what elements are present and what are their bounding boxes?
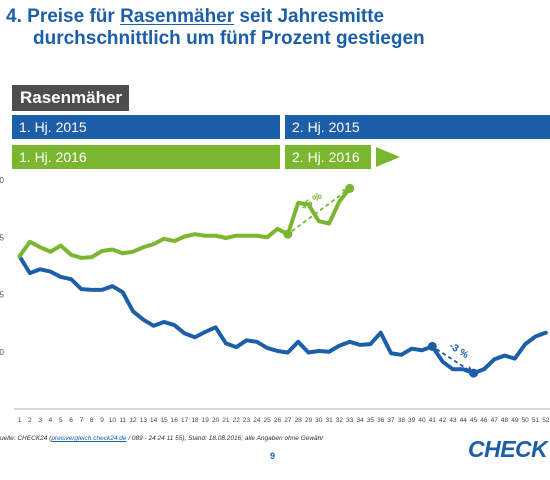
- x-tick-label: 10: [109, 417, 117, 424]
- x-tick-label: 15: [160, 417, 168, 424]
- title-pre: Preise für: [27, 6, 115, 27]
- period-bar-h2-2016: 2. Hj. 2016: [285, 145, 371, 169]
- x-tick-label: 41: [429, 417, 437, 424]
- title-post: seit Jahresmitte: [239, 6, 385, 27]
- x-tick-label: 1: [18, 417, 22, 424]
- x-tick-label: 50: [522, 417, 530, 424]
- title-highlight: Rasenmäher: [120, 6, 235, 27]
- x-tick-label: 21: [222, 417, 230, 424]
- x-tick-label: 13: [140, 417, 148, 424]
- page-number: 9: [270, 451, 276, 461]
- x-tick-label: 11: [119, 417, 126, 424]
- source-pre: uelle: CHECK24 (: [0, 435, 52, 442]
- check24-logo: CHECK: [468, 436, 548, 462]
- x-tick-label: 52: [542, 417, 550, 424]
- x-tick-label: 38: [398, 417, 406, 424]
- x-tick-label: 22: [233, 417, 241, 424]
- x-tick-label: 18: [191, 417, 199, 424]
- x-tick-label: 14: [150, 417, 158, 424]
- period-bar-h1-2016: 1. Hj. 2016: [12, 145, 280, 169]
- series-line-2015: [17, 254, 548, 376]
- x-tick-label: 3: [38, 417, 42, 424]
- source-note: uelle: CHECK24 (preisvergleich.check24.d…: [0, 435, 323, 442]
- x-tick-label: 42: [439, 417, 447, 424]
- x-tick-label: 35: [367, 417, 375, 424]
- trend-arrow-head-icon: [341, 188, 349, 196]
- x-tick-label: 36: [377, 417, 385, 424]
- y-tick-label: 5: [0, 233, 5, 242]
- x-tick-label: 4: [49, 417, 53, 424]
- x-tick-label: 32: [336, 417, 344, 424]
- trend-arrow-line: [291, 191, 345, 232]
- x-tick-label: 2: [28, 417, 32, 424]
- x-tick-label: 44: [460, 417, 468, 424]
- x-tick-label: 33: [346, 417, 354, 424]
- x-tick-label: 16: [171, 417, 179, 424]
- x-tick-label: 43: [449, 417, 457, 424]
- x-tick-label: 7: [80, 417, 84, 424]
- x-tick-label: 28: [295, 417, 303, 424]
- x-tick-label: 23: [243, 417, 251, 424]
- y-tick-label: 0: [0, 176, 5, 185]
- x-tick-label: 9: [100, 417, 104, 424]
- x-tick-label: 5: [59, 417, 63, 424]
- source-link[interactable]: preisvergleich.check24.de: [51, 435, 127, 442]
- x-tick-label: 47: [491, 417, 499, 424]
- x-tick-label: 26: [274, 417, 282, 424]
- x-tick-label: 40: [418, 417, 426, 424]
- trend-arrow-line: [436, 348, 469, 371]
- x-tick-label: 51: [532, 417, 540, 424]
- category-label: Rasenmäher: [12, 85, 129, 111]
- x-tick-label: 25: [264, 417, 272, 424]
- x-tick-label: 48: [501, 417, 509, 424]
- page-title: 4. Preise für Rasenmäher seit Jahresmitt…: [6, 6, 546, 50]
- x-tick-label: 31: [325, 417, 333, 424]
- continuation-arrow-icon: [376, 147, 400, 167]
- x-tick-label: 27: [284, 417, 292, 424]
- y-tick-label: 5: [0, 291, 5, 300]
- x-tick-label: 20: [212, 417, 220, 424]
- series-marker-2016: [283, 229, 293, 239]
- title-line2: durchschnittlich um fünf Prozent gestieg…: [33, 28, 425, 49]
- x-tick-label: 45: [470, 417, 478, 424]
- series-marker-2015: [427, 341, 437, 351]
- x-tick-label: 6: [69, 417, 73, 424]
- x-tick-label: 24: [253, 417, 261, 424]
- x-tick-label: 46: [480, 417, 488, 424]
- period-bar-h2-2015: 2. Hj. 2015: [285, 115, 550, 139]
- x-tick-label: 12: [129, 417, 137, 424]
- x-tick-label: 29: [305, 417, 313, 424]
- x-tick-label: 19: [202, 417, 210, 424]
- x-tick-label: 30: [315, 417, 323, 424]
- y-tick-label: 0: [0, 348, 5, 357]
- x-tick-label: 49: [511, 417, 519, 424]
- series-line-2016: [17, 186, 352, 260]
- x-tick-label: 17: [181, 417, 189, 424]
- x-tick-label: 37: [387, 417, 395, 424]
- period-bar-h1-2015: 1. Hj. 2015: [12, 115, 280, 139]
- x-tick-label: 8: [90, 417, 94, 424]
- source-post: / 089 - 24 24 11 55), Stand: 18.08.2016;…: [126, 435, 324, 442]
- x-tick-label: 39: [408, 417, 416, 424]
- trend-arrow-head-icon: [465, 365, 473, 373]
- title-number: 4.: [6, 6, 22, 27]
- x-tick-label: 34: [356, 417, 364, 424]
